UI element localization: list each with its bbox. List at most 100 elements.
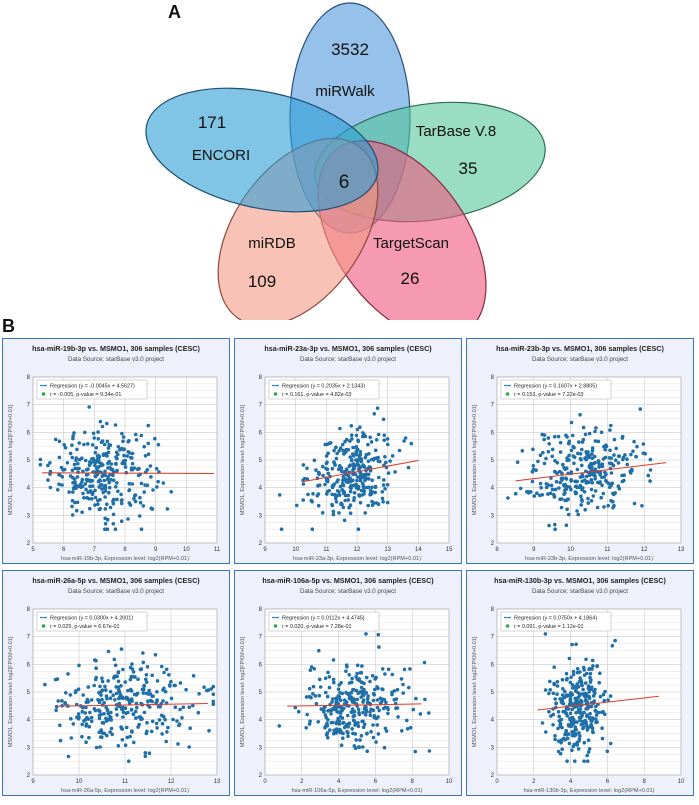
scatter-point [549,483,554,488]
scatter-point [121,667,125,672]
scatter-point [74,689,78,693]
scatter-point [332,680,336,685]
scatter-point [564,711,568,715]
scatter-point [336,705,340,709]
scatter-point [155,679,160,683]
scatter-point [383,460,388,465]
scatter-point [113,423,118,427]
scatter-point [146,423,151,428]
venn-count-encori: 171 [198,113,226,132]
scatter-point [106,446,111,450]
x-tick-label: 9 [154,547,158,553]
x-tick-label: 0 [263,779,267,785]
scatter-point [104,694,109,698]
scatter-points [38,405,173,531]
scatter-point [327,675,332,679]
scatter-point [382,478,386,482]
scatter-point [53,437,58,442]
scatter-point [407,685,411,690]
scatter-point [109,726,114,731]
scatter-point [77,457,82,462]
y-tick-label: 2 [491,773,495,779]
scatter-point [116,452,120,457]
scatter-point [56,488,60,492]
x-tick-label: 9 [263,547,267,553]
scatter-point [561,687,565,691]
scatter-point [359,680,363,684]
scatter-point [93,503,97,507]
scatter-plot-svg: 9 10 11 12 13 2 3 4 5 6 7 8 hsa-miR-26a-5p, Expressi… [8,607,221,794]
scatter-point [567,453,571,458]
y-tick-label: 2 [259,541,263,547]
scatter-point [357,493,361,497]
scatter-point [296,709,301,714]
scatter-point [392,689,397,693]
y-axis-label: MSMO1, Expression level: log2[FPKM+0.01] [8,404,14,515]
scatter-point [403,436,408,440]
scatter-point [594,713,599,717]
scatter-point [554,479,559,484]
plot-title: hsa-miR-23b-3p vs. MSMO1, 306 samples (C… [496,344,664,353]
y-tick-label: 3 [491,513,495,519]
scatter-point [350,478,355,483]
scatter-point [73,484,78,488]
scatter-point [159,664,164,669]
x-tick-label: 10 [292,547,299,553]
scatter-point [94,446,99,450]
scatter-point [340,716,345,720]
y-tick-label: 2 [259,773,263,779]
scatter-point [362,722,367,727]
scatter-point [358,479,363,483]
scatter-point [579,494,583,498]
scatter-point [565,507,569,512]
scatter-point [100,676,104,680]
scatter-point [603,447,607,452]
scatter-point [381,500,385,504]
scatter-point [542,437,546,442]
scatter-point [71,722,76,726]
regression-line [515,462,667,482]
scatter-point [142,444,146,449]
scatter-point [346,493,351,498]
scatter-point [153,436,157,441]
x-tick-label: 12 [641,547,648,553]
scatter-point [591,494,596,498]
scatter-point [137,514,142,518]
legend-regression-text: Regression (y = 0.1607x + 2.8805) [514,384,597,390]
scatter-point [568,717,572,722]
scatter-point [355,478,359,483]
scatter-point [596,710,601,715]
scatter-point [587,431,592,436]
scatter-point [612,453,616,457]
scatter-point [365,696,370,701]
scatter-point [72,431,76,435]
scatter-point [98,735,103,739]
scatter-point [339,708,344,713]
scatter-point [69,717,73,721]
scatter-plot-svg: 9 10 11 12 13 14 15 2 3 4 5 6 7 8 hsa-miR-23a-3p, Expr… [240,375,453,562]
scatter-point [82,442,86,447]
scatter-point [606,503,610,508]
scatter-point [317,677,322,682]
scatter-point [130,482,135,486]
scatter-point [357,712,362,717]
scatter-point [354,738,358,742]
scatter-point [558,723,562,727]
scatter-point [569,448,574,453]
scatter-point [349,680,354,685]
scatter-point [540,721,545,725]
scatter-point [535,491,539,495]
scatter-point [338,705,343,709]
scatter-point [129,466,134,470]
scatter-point [584,723,589,727]
scatter-point [368,491,373,496]
scatter-point [165,507,170,511]
scatter-point [350,676,354,681]
scatter-point [90,484,95,488]
scatter-point [294,503,299,508]
scatter-point [544,482,549,486]
scatter-point [579,678,583,683]
scatter-point [83,482,88,486]
venn-label-mirwalk: miRWalk [315,83,375,100]
scatter-point [105,421,109,426]
